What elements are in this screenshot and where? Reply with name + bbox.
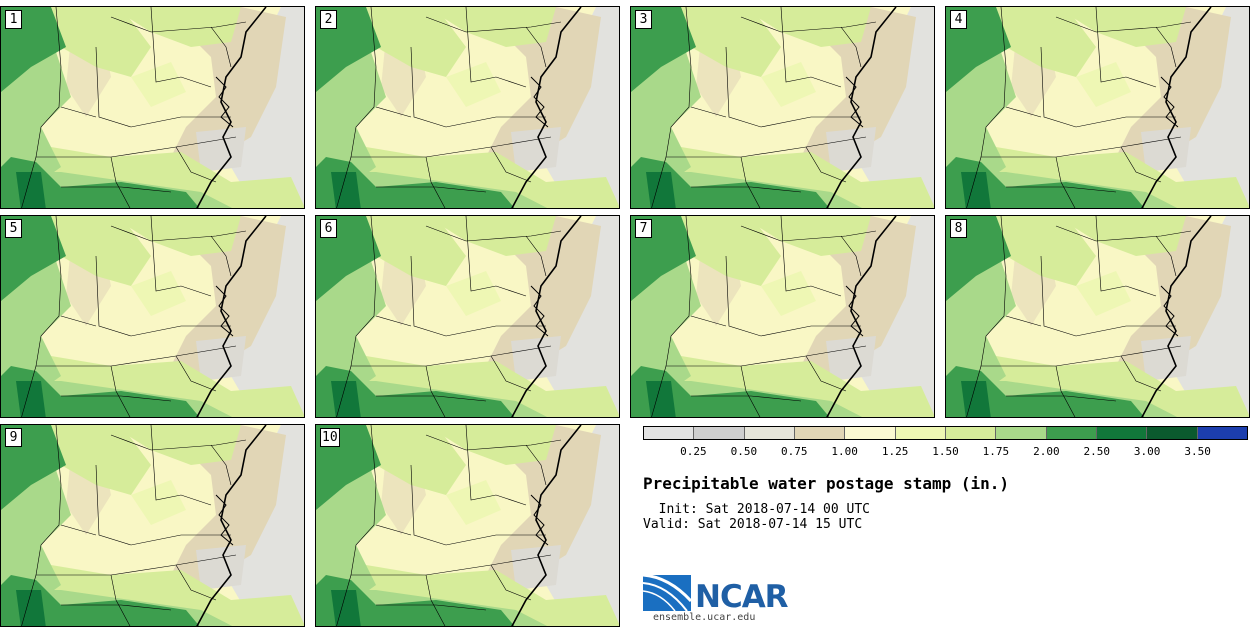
legend-tick-label: 3.50: [1184, 445, 1211, 458]
stamp-map: [316, 7, 619, 208]
legend-tick-label: 2.50: [1083, 445, 1111, 458]
stamp-panel-6: 6: [315, 215, 620, 418]
stamp-panel-2: 2: [315, 6, 620, 209]
stamp-number: 4: [950, 10, 967, 29]
legend-swatch: [845, 427, 896, 439]
legend-tick-label: 1.25: [881, 445, 909, 458]
legend-swatch: [694, 427, 745, 439]
legend-swatch: [1046, 427, 1097, 439]
stamp-number: 8: [950, 219, 967, 238]
init-time: Init: Sat 2018-07-14 00 UTC: [643, 502, 870, 517]
stamp-panel-1: 1: [0, 6, 305, 209]
legend-tick-label: 1.50: [932, 445, 959, 458]
stamp-map: [316, 425, 619, 626]
legend-swatch: [1147, 427, 1198, 439]
stamp-panel-10: 10: [315, 424, 620, 627]
legend-swatch: [794, 427, 846, 439]
stamp-number: 3: [635, 10, 652, 29]
ncar-url: ensemble.ucar.edu: [653, 612, 756, 623]
legend-tick-label: 3.00: [1133, 445, 1161, 458]
legend-tick-label: 0.50: [730, 445, 758, 458]
stamp-panel-9: 9: [0, 424, 305, 627]
legend-swatch: [1096, 427, 1148, 439]
stamp-map: [631, 7, 934, 208]
legend-ticks: 0.25 0.50 0.75 1.00 1.25 1.50 1.75 2.00 2.50 3.00…: [643, 445, 1248, 459]
stamp-map: [946, 216, 1249, 417]
legend-swatch: [895, 427, 946, 439]
stamp-map: [631, 216, 934, 417]
stamp-panel-4: 4: [945, 6, 1250, 209]
stamp-panel-7: 7: [630, 215, 935, 418]
stamp-number: 2: [320, 10, 337, 29]
stamp-number: 10: [320, 428, 340, 447]
stamp-map: [1, 7, 304, 208]
legend-tick-label: 0.75: [781, 445, 808, 458]
legend-swatch: [945, 427, 997, 439]
legend-swatch: [1197, 427, 1247, 439]
legend-tick-label: 1.00: [831, 445, 858, 458]
stamp-panel-8: 8: [945, 215, 1250, 418]
stamp-map: [316, 216, 619, 417]
ncar-logo: NCAR ensemble.ucar.edu: [643, 571, 813, 626]
stamp-panel-5: 5: [0, 215, 305, 418]
legend-swatch: [744, 427, 795, 439]
legend-tick-label: 1.75: [982, 445, 1010, 458]
stamp-map: [1, 425, 304, 626]
stamp-number: 1: [5, 10, 22, 29]
legend-tick-label: 0.25: [680, 445, 707, 458]
legend-swatch: [996, 427, 1047, 439]
stamp-number: 6: [320, 219, 337, 238]
stamp-panel-3: 3: [630, 6, 935, 209]
stamp-map: [1, 216, 304, 417]
ncar-logo-text: NCAR: [695, 579, 789, 615]
stamp-number: 9: [5, 428, 22, 447]
legend-tick-label: 2.00: [1033, 445, 1060, 458]
chart-title: Precipitable water postage stamp (in.): [643, 474, 1010, 493]
stamp-number: 5: [5, 219, 22, 238]
stamp-number: 7: [635, 219, 652, 238]
stamp-map: [946, 7, 1249, 208]
legend-swatch: [644, 427, 695, 439]
legend-colorbar: [643, 426, 1248, 440]
ncar-logo-icon: [643, 573, 693, 612]
valid-time: Valid: Sat 2018-07-14 15 UTC: [643, 517, 863, 532]
